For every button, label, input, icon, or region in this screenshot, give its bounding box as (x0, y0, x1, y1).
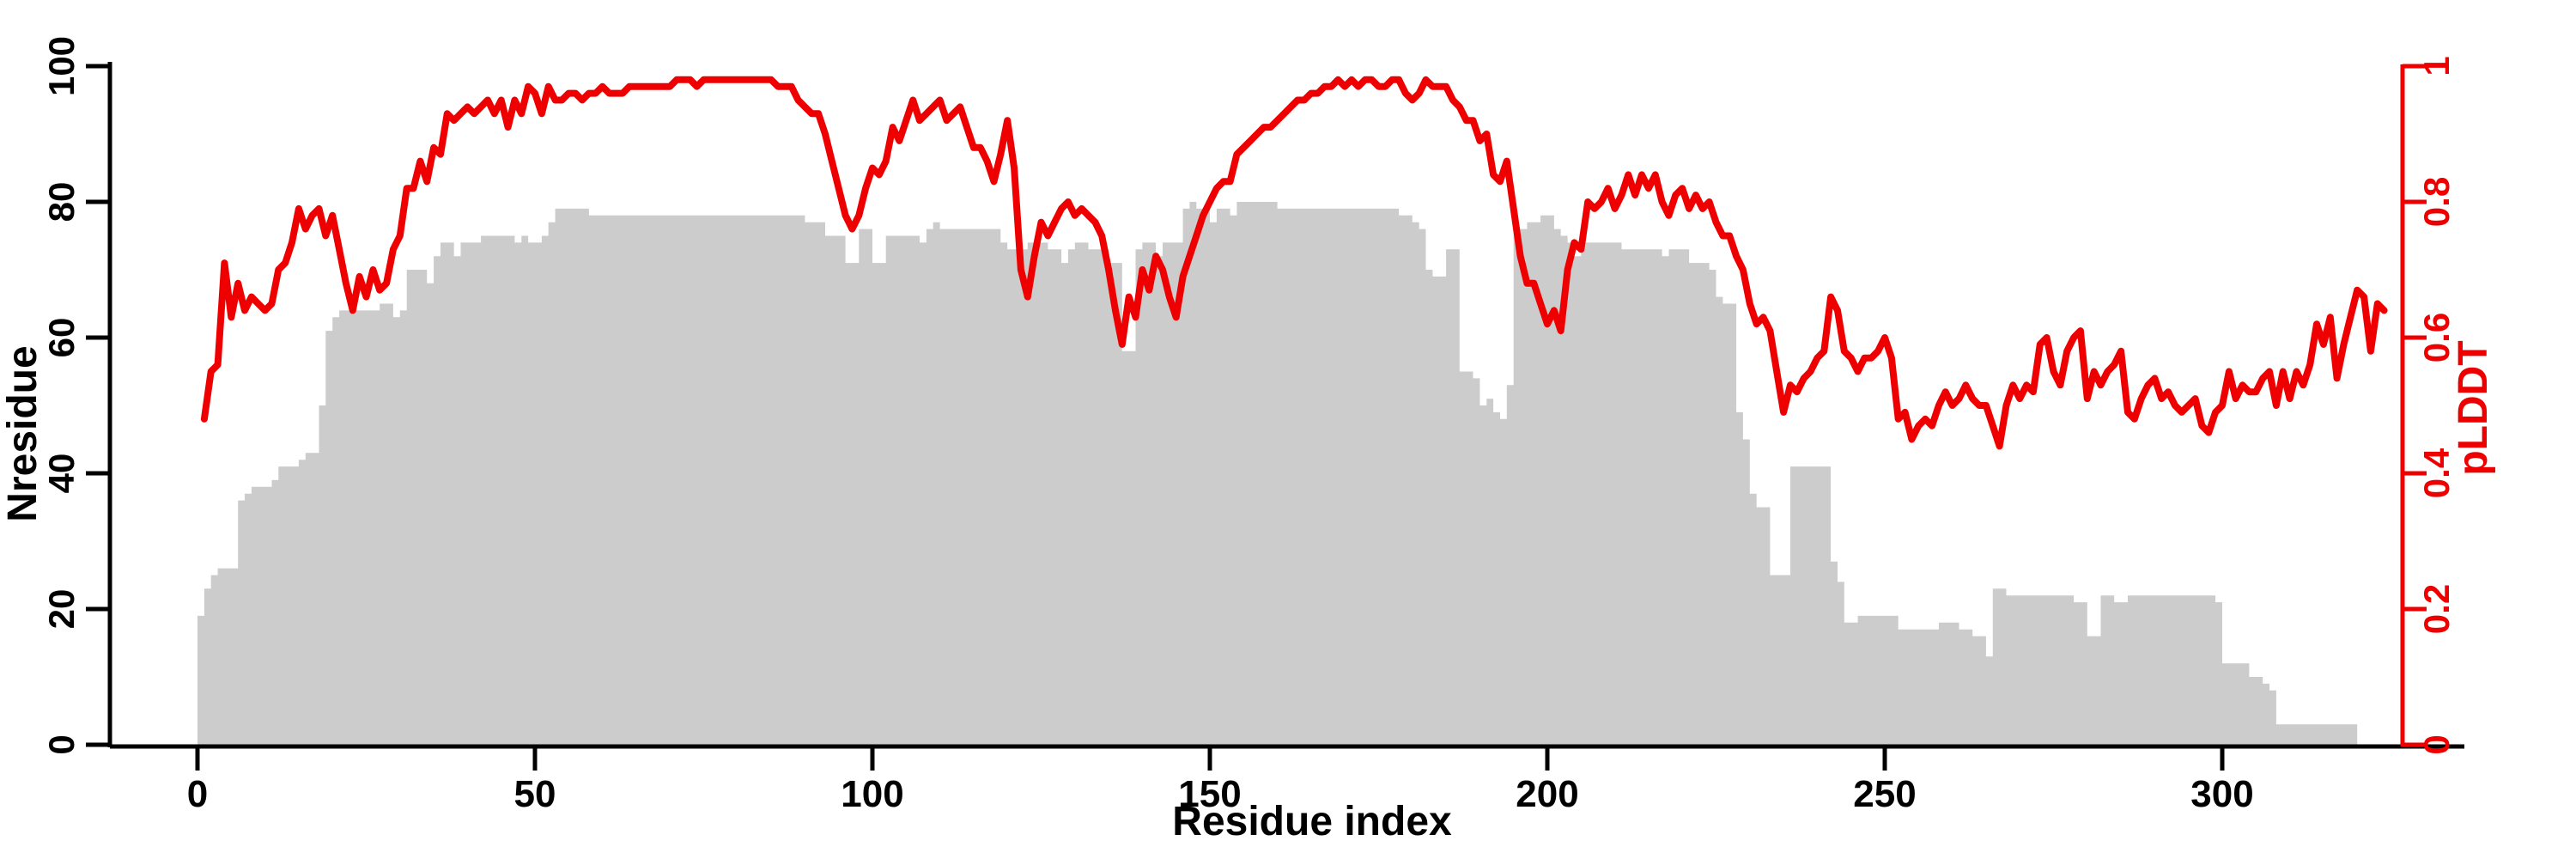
y-axis-label-left: Nresidue (0, 345, 46, 521)
tick-label: 50 (514, 773, 556, 815)
tick-label: 250 (1853, 773, 1916, 815)
tick-label: 1 (2416, 56, 2457, 76)
tick-label: 300 (2190, 773, 2253, 815)
plddt-line (200, 76, 2388, 450)
tick-label: 0.8 (2416, 177, 2457, 227)
tick-label: 0 (2416, 734, 2457, 754)
tick-label: 20 (41, 589, 82, 630)
tick-label: 0.2 (2416, 584, 2457, 634)
tick-label: 200 (1516, 773, 1578, 815)
nresidue-bars (197, 202, 2358, 745)
tick-label: 80 (41, 182, 82, 222)
tick-label: 60 (41, 318, 82, 358)
tick-label: 100 (41, 36, 82, 96)
tick-label: 40 (41, 454, 82, 494)
x-axis-label: Residue index (1172, 799, 1452, 844)
tick-label: 0 (41, 734, 82, 754)
y-axis-label-right: pLDDT (2451, 340, 2496, 475)
tick-label: 0.6 (2416, 313, 2457, 362)
axes: 0 20 40 60 80 100 0 50 100 150 200 250 300 0 0.2 0.4 0.6… (41, 36, 2464, 815)
tick-label: 0.4 (2416, 448, 2457, 498)
tick-label: 150 (1178, 773, 1241, 815)
tick-label: 0 (187, 773, 208, 815)
tick-label: 100 (841, 773, 903, 815)
